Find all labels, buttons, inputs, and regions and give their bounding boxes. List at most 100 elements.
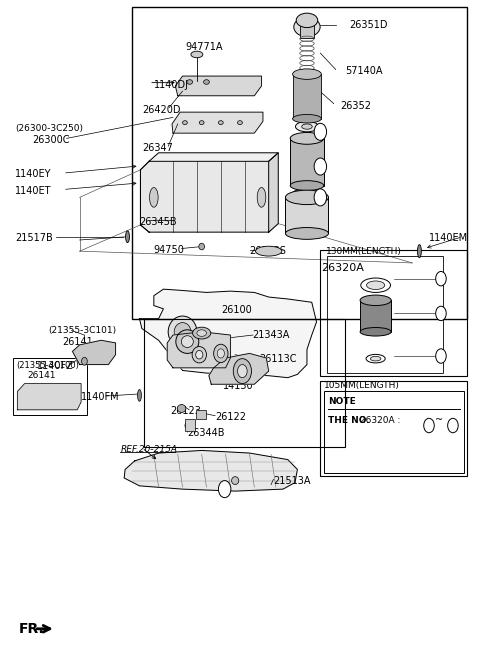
Text: 26351D: 26351D [349,20,387,30]
Text: (26300-3C250): (26300-3C250) [15,124,83,133]
Ellipse shape [192,327,211,339]
Circle shape [314,158,326,175]
Text: 1140FZ: 1140FZ [36,361,73,371]
Ellipse shape [138,390,142,401]
Text: 2: 2 [439,309,444,318]
Text: 1: 1 [427,421,432,430]
Text: 1140FM: 1140FM [81,392,120,402]
Polygon shape [209,353,269,384]
Text: 26344B: 26344B [187,428,225,438]
Ellipse shape [168,316,197,348]
Ellipse shape [204,79,209,84]
Ellipse shape [360,328,391,336]
Ellipse shape [257,187,266,207]
Ellipse shape [296,13,318,28]
Text: FR.: FR. [19,622,45,636]
Ellipse shape [286,227,328,239]
Text: 94771A: 94771A [185,41,222,52]
Ellipse shape [82,357,87,365]
Polygon shape [175,76,262,96]
Text: 26347: 26347 [142,143,173,153]
Text: 26113C: 26113C [259,354,297,365]
Bar [320,381,467,476]
Text: 26141: 26141 [27,371,56,380]
Ellipse shape [361,278,390,292]
Circle shape [436,306,446,321]
Bar [293,74,321,119]
Ellipse shape [199,121,204,125]
Text: 21513A: 21513A [274,476,311,486]
Ellipse shape [238,121,242,125]
Ellipse shape [199,243,204,250]
Text: 105MM(LENGTH): 105MM(LENGTH) [324,381,399,390]
Text: 14130: 14130 [223,380,254,390]
Polygon shape [167,332,230,368]
Text: (21355-3C100): (21355-3C100) [16,361,79,371]
Ellipse shape [177,405,186,413]
Polygon shape [141,162,278,232]
Ellipse shape [290,133,324,145]
Text: ~: ~ [435,415,444,425]
Text: 4: 4 [451,421,456,430]
Ellipse shape [296,122,318,132]
Ellipse shape [418,244,421,258]
Text: 26122: 26122 [215,412,246,422]
Ellipse shape [187,79,192,84]
Text: 26320A :: 26320A : [360,416,403,425]
Ellipse shape [293,69,321,79]
Circle shape [436,349,446,363]
Text: 3: 3 [318,193,323,202]
Ellipse shape [367,281,385,290]
Text: 130MM(LENGTH): 130MM(LENGTH) [326,247,402,256]
Text: 1140EM: 1140EM [429,233,468,243]
Bar [185,419,194,431]
Circle shape [436,271,446,286]
Bar [320,250,467,376]
Text: 1140DJ: 1140DJ [154,79,189,89]
Text: NOTE: NOTE [328,397,356,406]
Ellipse shape [293,114,321,123]
Ellipse shape [176,330,199,353]
Bar [286,197,328,233]
Text: 2: 2 [318,162,323,171]
Ellipse shape [360,295,391,306]
Text: 1: 1 [439,274,444,283]
Polygon shape [124,451,298,491]
Ellipse shape [181,336,193,348]
Ellipse shape [174,323,191,341]
Bar [327,256,444,373]
Text: 21517B: 21517B [15,233,53,243]
Ellipse shape [217,349,225,358]
Ellipse shape [214,344,228,363]
Ellipse shape [300,191,314,196]
Circle shape [314,124,326,141]
Bar [144,319,345,447]
Ellipse shape [233,359,252,384]
Ellipse shape [126,231,130,242]
Ellipse shape [197,412,206,419]
Ellipse shape [182,121,187,125]
Text: 26100: 26100 [221,305,252,315]
Ellipse shape [293,189,321,198]
Text: 26300C: 26300C [32,135,69,145]
Circle shape [424,419,434,433]
Polygon shape [72,340,116,365]
Bar [132,7,467,319]
Ellipse shape [255,246,282,256]
Circle shape [314,189,326,206]
Ellipse shape [191,51,203,58]
Ellipse shape [294,17,320,37]
Text: 26141: 26141 [62,336,93,347]
Bar [300,24,314,38]
Ellipse shape [196,350,203,359]
Text: 26420D: 26420D [142,105,180,115]
Circle shape [448,419,458,433]
Bar [324,391,464,473]
Bar [290,139,324,185]
Polygon shape [17,384,81,410]
Polygon shape [149,153,278,162]
Polygon shape [269,153,278,232]
Ellipse shape [371,356,381,361]
Ellipse shape [218,121,223,125]
Text: 94750: 94750 [154,245,185,255]
